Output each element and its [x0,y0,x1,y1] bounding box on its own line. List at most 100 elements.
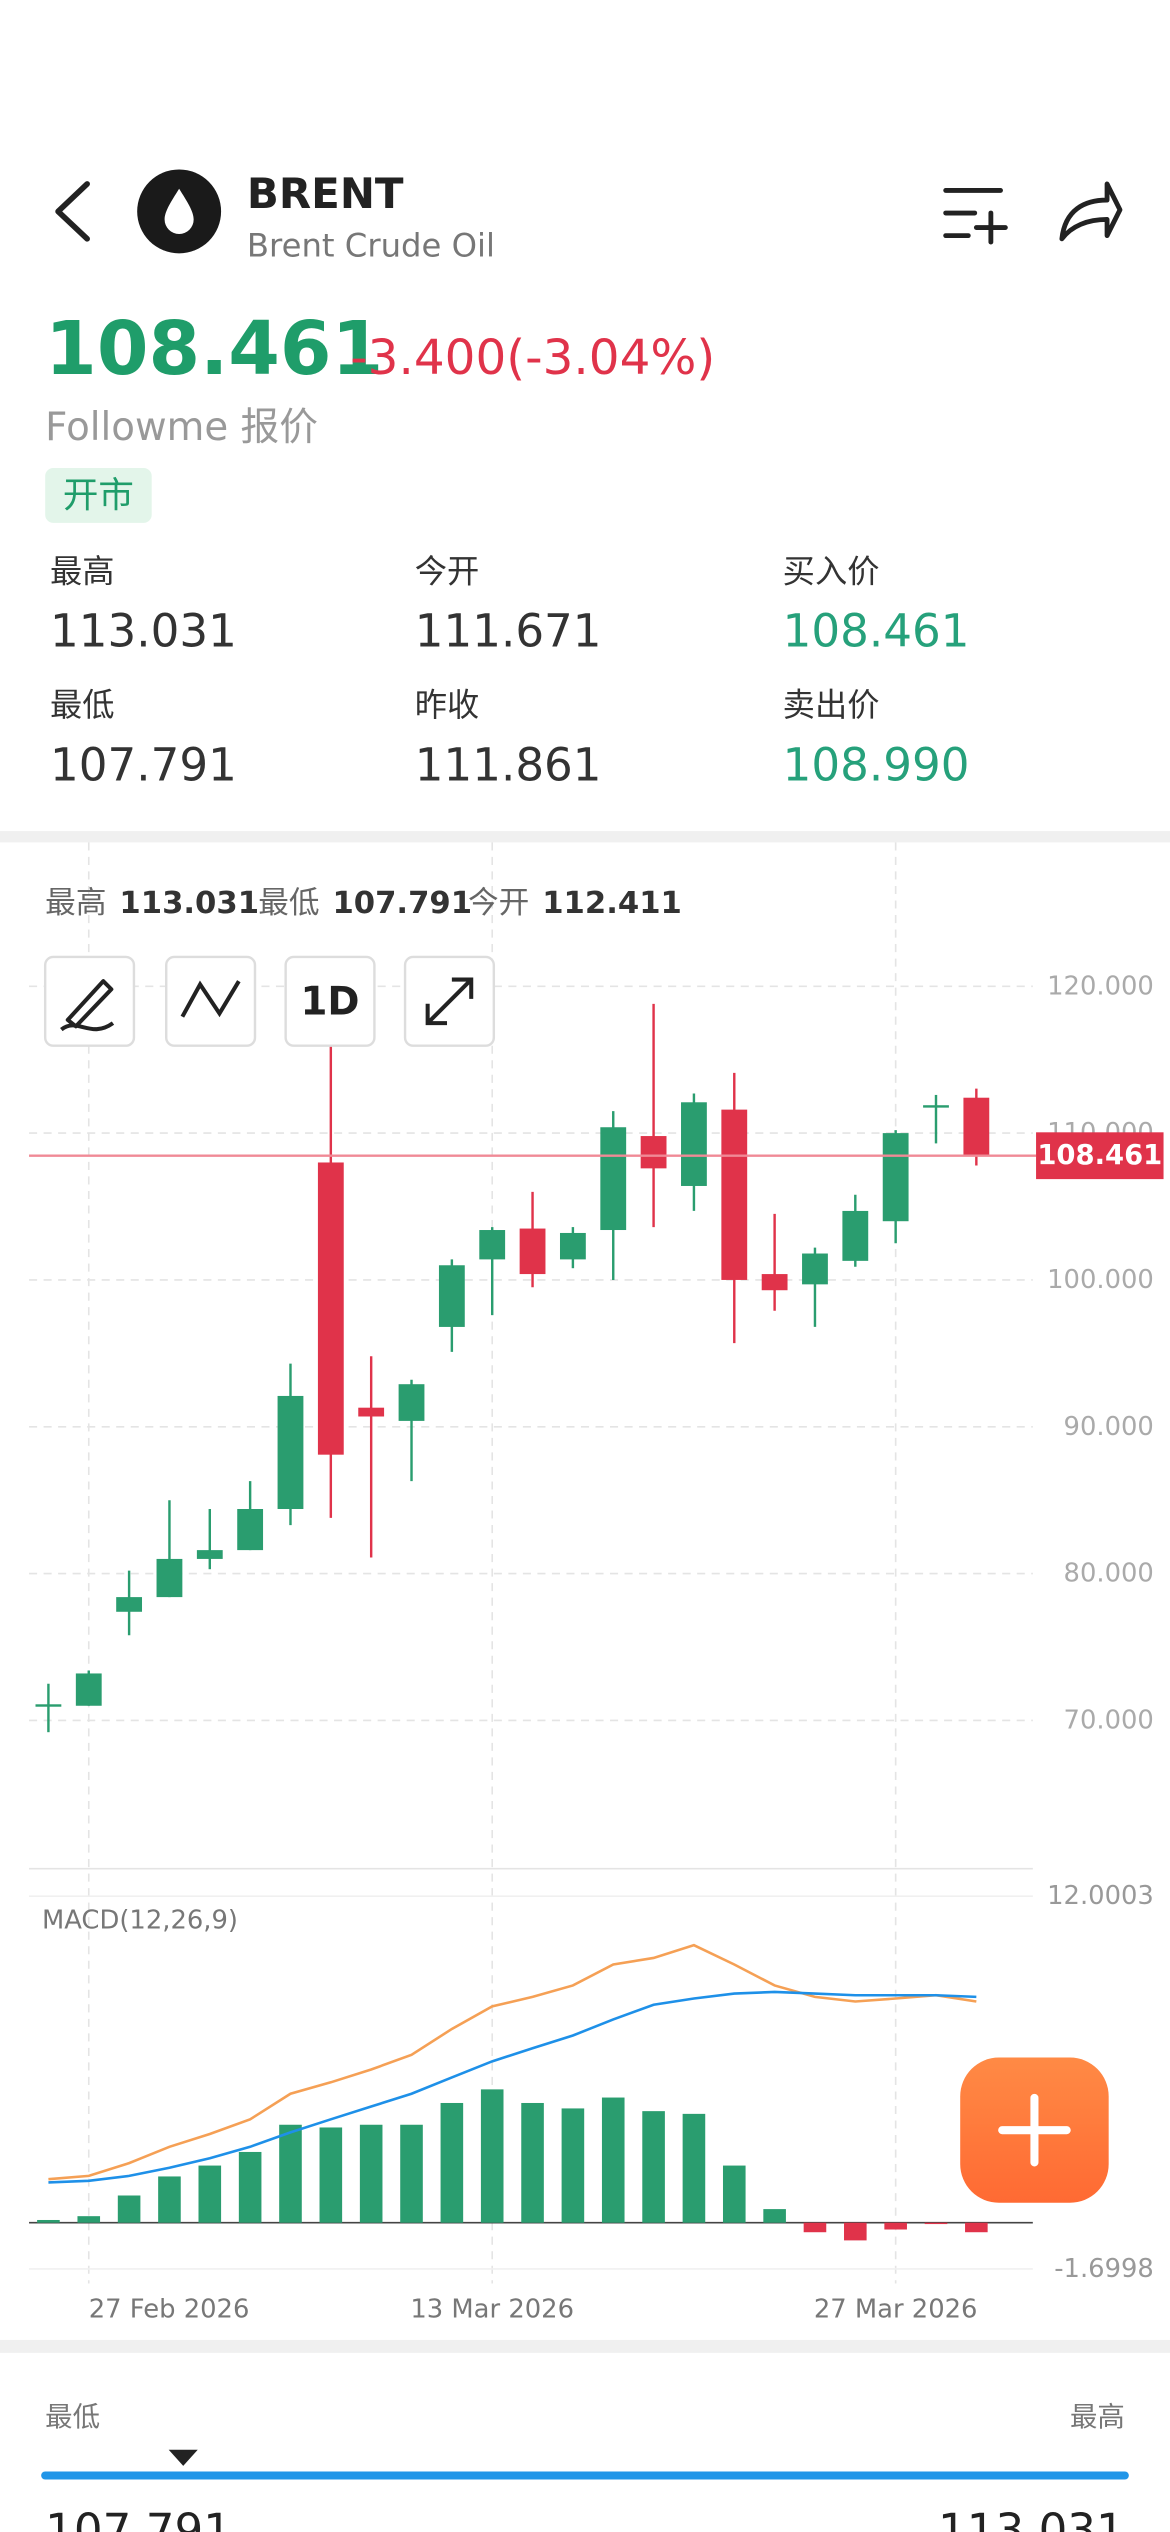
candle-body [237,1509,264,1551]
change: -3.400(-3.04%) [350,330,715,386]
macd-bar [480,2089,504,2223]
summary-label: 今开 [468,886,529,921]
last-price-label: 108.461 [1037,1140,1162,1171]
macd-bar [965,2222,988,2233]
chart-area: 27 Feb 2026 13 Mar 2026 27 Mar 2026 120.000… [29,842,1164,2324]
stat-value: 108.990 [783,738,970,791]
candle-body [600,1127,627,1231]
candle-body [923,1105,949,1108]
stat-value: 111.861 [415,738,602,791]
draw-button[interactable] [43,955,136,1047]
macd-bar [238,2151,262,2223]
macd-bar [924,2222,948,2225]
macd-bar [601,2097,625,2223]
stat-label: 最低 [50,686,115,724]
stat-value: 113.031 [50,604,237,657]
macd-bar [359,2124,383,2223]
range-low: 107.791 [45,2504,232,2532]
stat-value: 111.671 [415,604,602,657]
candle-body [35,1704,62,1707]
macd-bar [117,2195,141,2223]
macd-tick-label: -1.6998 [1054,2254,1154,2284]
summary-value: 113.031 [119,886,259,921]
candle-body [761,1274,788,1291]
watchlist-button[interactable] [943,188,1008,245]
macd-bar [763,2209,786,2223]
x-tick-label: 13 Mar 2026 [410,2294,574,2324]
macd-bar [884,2222,907,2230]
last-price-tag [1036,1132,1164,1180]
instrument-name: Brent Crude Oil [247,226,495,264]
macd-bar [319,2127,343,2223]
interval-button[interactable] [284,955,376,1047]
interval: 1D [300,980,359,1025]
candle-body [156,1558,183,1598]
macd-bar [440,2102,464,2223]
stat-label: 今开 [415,552,480,590]
candle-body [802,1253,828,1285]
range-marker [168,2449,198,2466]
chart-tools: 1D [43,955,496,1047]
status: 开市 [63,475,134,516]
macd-title: MACD(12,26,9) [42,1905,238,1935]
summary-value: 112.411 [542,886,682,921]
macd-bar [279,2124,302,2223]
symbol: BRENT [247,169,404,218]
fullscreen-icon [425,977,474,1026]
macd-bar [722,2165,746,2223]
price: 108.461 [45,305,383,392]
stat-label: 卖出价 [783,686,880,724]
macd-bar [158,2176,181,2223]
status-badge [45,467,152,523]
share-button[interactable] [1059,181,1123,242]
candle-body [519,1228,546,1275]
logo-drop [164,188,194,234]
x-tick-label: 27 Mar 2026 [814,2294,978,2324]
macd-dea-line [48,1990,977,2184]
macd-tick-label: 12.0003 [1047,1881,1154,1911]
candle-body [963,1097,990,1156]
candle-body [479,1230,506,1260]
stat-value: 107.791 [50,738,237,791]
stat-label: 昨收 [415,686,480,724]
stat-label: 最高 [50,552,115,590]
macd-bar [77,2216,101,2223]
y-tick-label: 100.000 [1047,1265,1154,1295]
candle-body [358,1407,385,1417]
macd-bar [803,2222,827,2233]
candle-body [277,1395,304,1510]
y-tick-label: 120.000 [1047,971,1154,1001]
candle-body [640,1136,667,1169]
candle-body [398,1384,425,1421]
range-low-label: 最低 [45,2402,100,2433]
back-button[interactable] [55,181,90,242]
stat-value: 108.461 [783,604,970,657]
summary-label: 最高 [45,886,106,921]
candle-body [116,1597,143,1612]
candle-body [559,1232,586,1260]
macd-bar [400,2124,423,2223]
add-icon [998,2093,1071,2167]
quote-source: Followme 报价 [45,405,318,450]
macd-bar [198,2165,222,2223]
range-high: 113.031 [938,2504,1125,2532]
x-tick-label: 27 Feb 2026 [89,2294,250,2324]
macd-bar [844,2222,867,2241]
summary-label: 最低 [258,886,319,921]
macd-bar [521,2102,544,2223]
candle-body [75,1673,102,1706]
candle-body [842,1210,869,1261]
summary-value: 107.791 [332,886,472,921]
divider [0,831,1170,843]
divider [0,2339,1170,2353]
candle-body [317,1162,344,1455]
candle-body [721,1109,748,1280]
stat-label: 买入价 [783,552,880,590]
candle-body [196,1550,223,1559]
y-tick-label: 90.000 [1064,1412,1154,1442]
y-tick-label: 70.000 [1064,1705,1154,1735]
macd-bar [37,2219,60,2223]
y-tick-label: 80.000 [1064,1559,1154,1589]
